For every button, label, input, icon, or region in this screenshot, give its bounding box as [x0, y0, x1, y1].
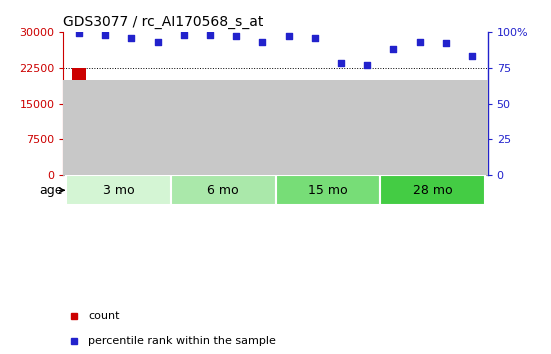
Point	[415, 39, 424, 45]
Text: 15 mo: 15 mo	[308, 184, 348, 197]
Bar	[150, 159, 165, 175]
Point	[75, 30, 84, 36]
Bar	[307, 129, 322, 175]
Point	[180, 32, 188, 38]
Text: age: age	[39, 184, 63, 197]
Point	[127, 35, 136, 40]
Bar	[412, 144, 426, 175]
Bar	[360, 169, 374, 175]
Bar	[334, 170, 348, 175]
Point	[441, 40, 450, 46]
Bar	[439, 151, 453, 175]
Bar	[171, 175, 276, 205]
Point	[206, 32, 214, 38]
Bar	[125, 132, 139, 175]
Bar	[72, 68, 87, 175]
Point	[467, 53, 476, 59]
Text: 6 mo: 6 mo	[207, 184, 239, 197]
Bar	[282, 130, 296, 175]
Text: GDS3077 / rc_AI170568_s_at: GDS3077 / rc_AI170568_s_at	[63, 16, 264, 29]
Text: 3 mo: 3 mo	[102, 184, 134, 197]
Point	[389, 46, 398, 52]
Text: 28 mo: 28 mo	[413, 184, 452, 197]
Bar	[386, 163, 401, 175]
Point	[337, 61, 345, 66]
Bar	[98, 115, 112, 175]
Point	[153, 39, 162, 45]
Bar	[276, 175, 380, 205]
Bar	[380, 175, 485, 205]
Point	[310, 35, 319, 40]
Point	[232, 33, 241, 39]
Bar	[203, 89, 217, 175]
Point	[101, 32, 110, 38]
Point	[284, 33, 293, 39]
Text: count: count	[88, 311, 120, 321]
Point	[363, 62, 371, 68]
Bar	[66, 175, 171, 205]
Text: percentile rank within the sample: percentile rank within the sample	[88, 336, 276, 346]
Bar	[177, 103, 191, 175]
Point	[258, 39, 267, 45]
Bar	[464, 171, 479, 175]
Bar	[229, 122, 244, 175]
Bar	[255, 154, 269, 175]
